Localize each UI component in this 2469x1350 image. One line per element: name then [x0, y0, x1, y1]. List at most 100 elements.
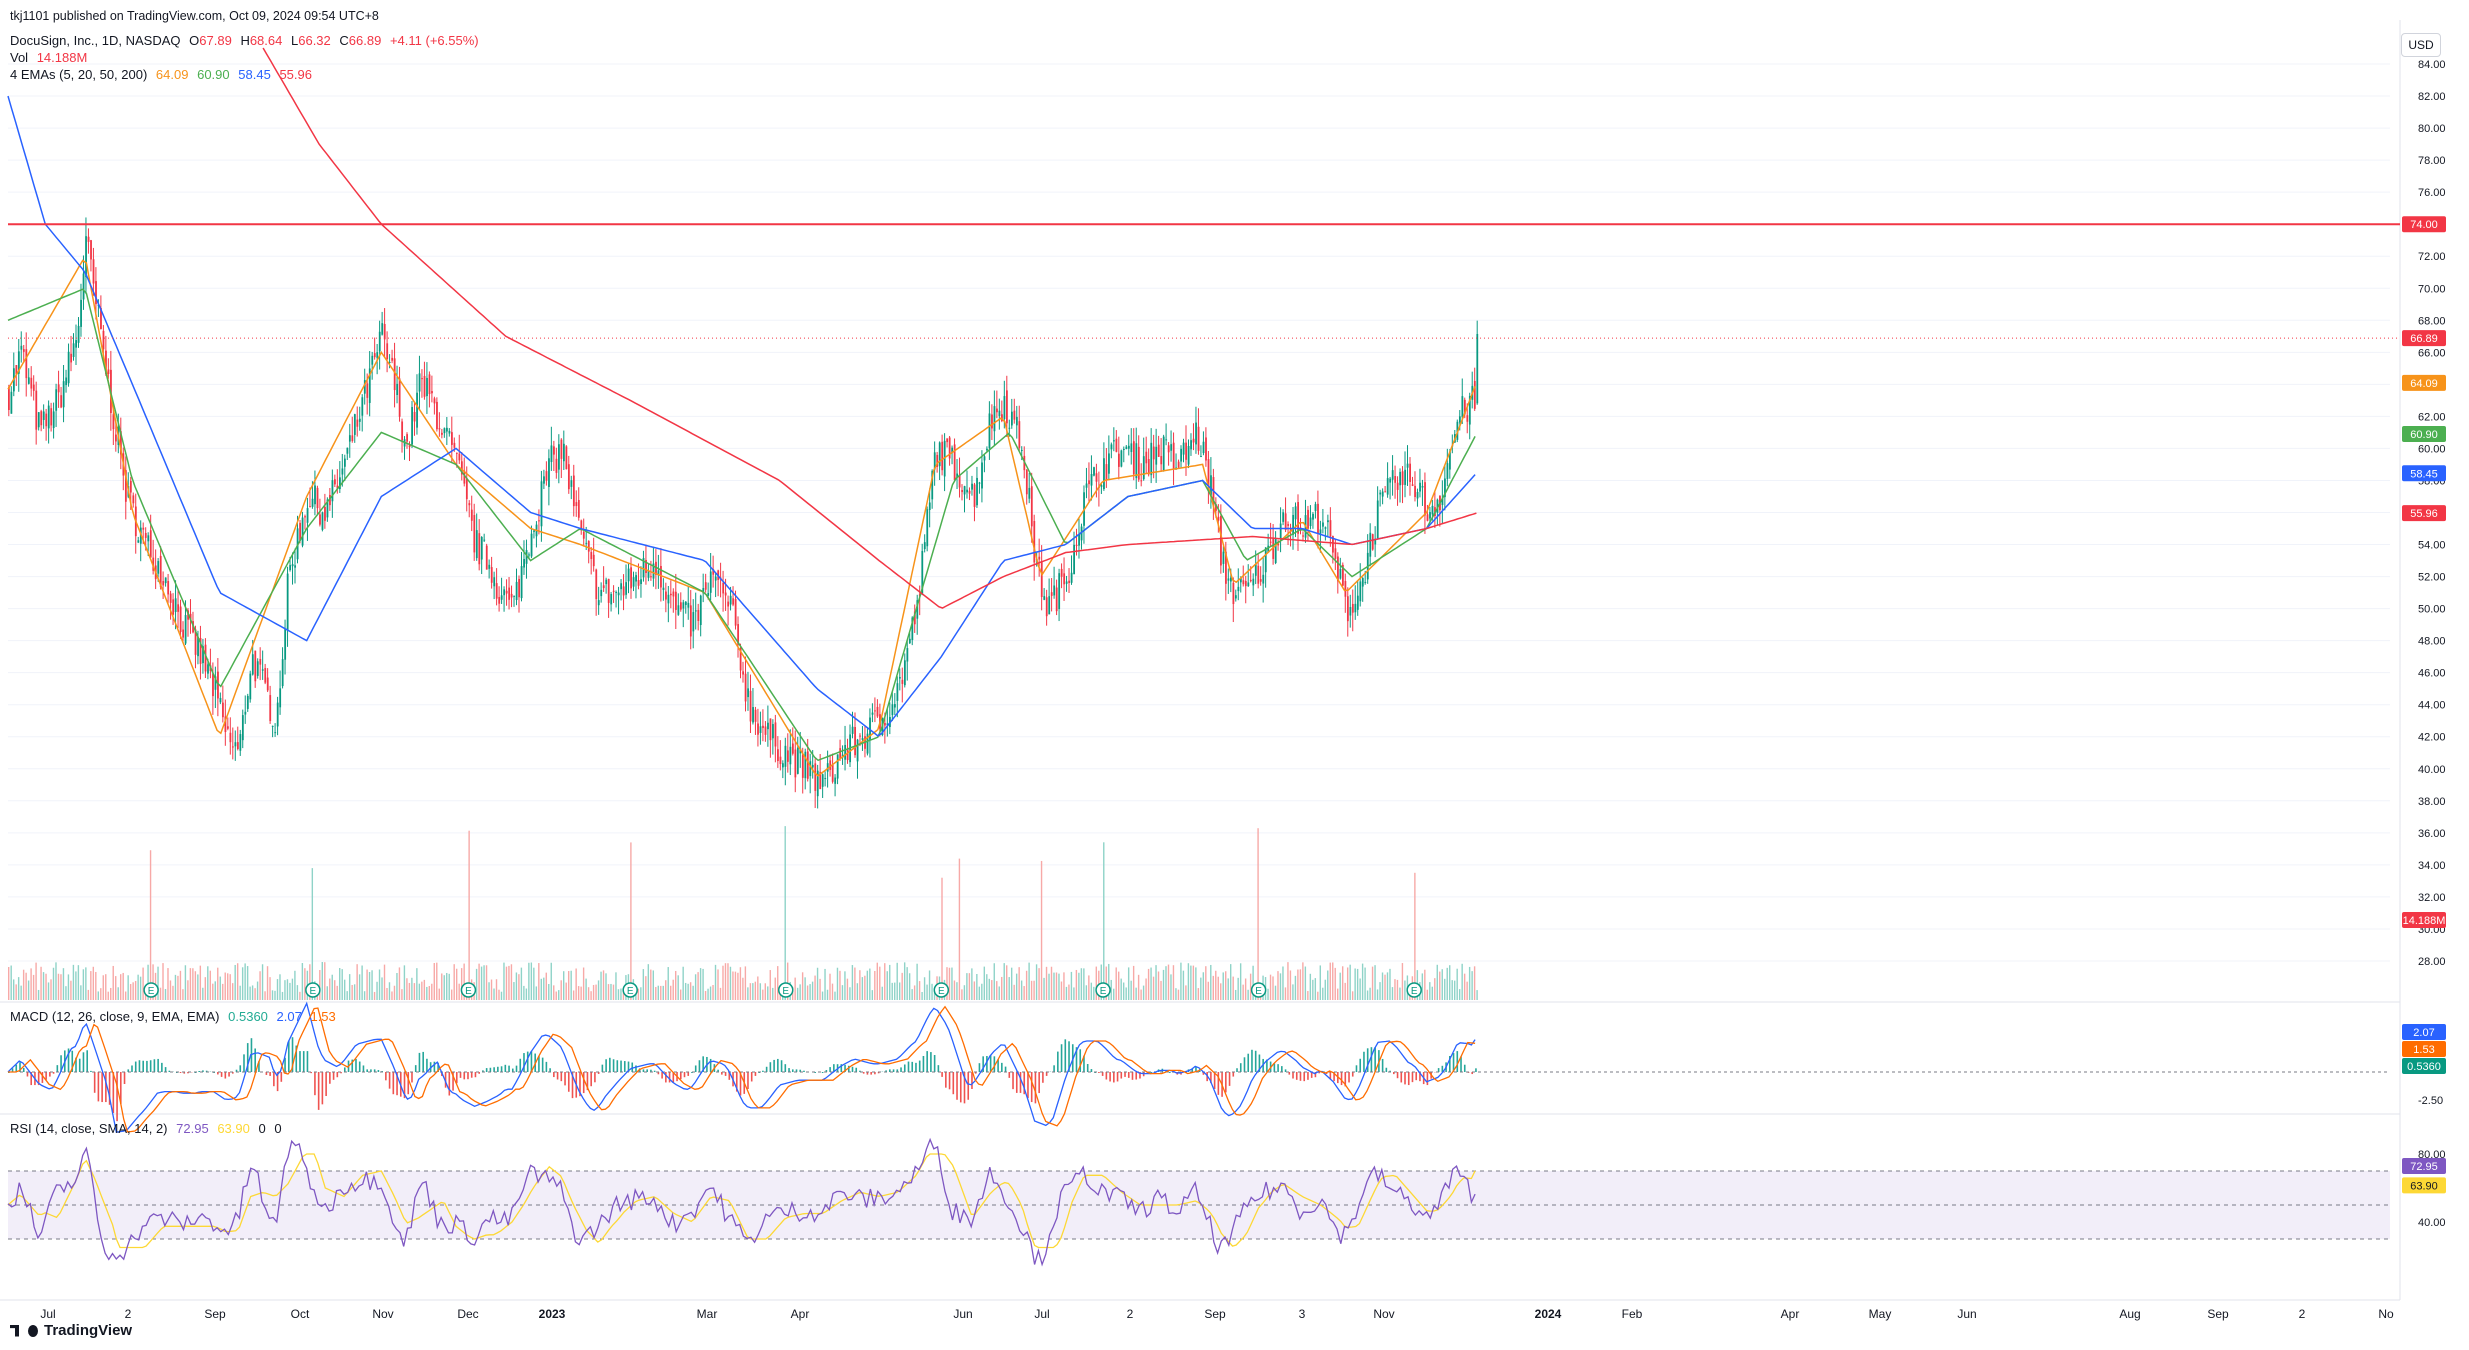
volume-bar	[1175, 988, 1177, 1000]
volume-bar	[339, 968, 341, 1000]
candle	[1267, 545, 1270, 553]
price-tick-label: 80.00	[2418, 123, 2446, 135]
macd-histogram-bar	[500, 1066, 503, 1072]
volume-bar	[829, 973, 831, 1000]
symbol-name[interactable]: DocuSign, Inc., 1D, NASDAQ	[10, 33, 181, 48]
candle	[1162, 436, 1165, 471]
candle	[694, 610, 697, 612]
price-label-tag: 55.96	[2402, 505, 2446, 522]
volume-bar	[558, 990, 560, 1000]
volume-bar	[1364, 967, 1366, 1000]
macd-histogram-bar	[1475, 1068, 1477, 1072]
candle	[988, 413, 991, 449]
ema-label[interactable]: 4 EMAs (5, 20, 50, 200)	[10, 67, 148, 82]
candle	[1254, 564, 1257, 576]
candle	[1252, 578, 1255, 586]
macd-histogram-bar	[1344, 1072, 1347, 1087]
volume-bar	[1165, 966, 1167, 1000]
currency-button[interactable]: USD	[2401, 33, 2441, 57]
volume-bar	[1182, 970, 1185, 1000]
macd-histogram-bar	[1381, 1058, 1384, 1072]
macd-histogram-bar	[422, 1051, 424, 1072]
volume-bar	[1344, 982, 1346, 1000]
earnings-marker: E	[778, 982, 794, 998]
volume-bar	[513, 982, 515, 1000]
earnings-circle	[1095, 982, 1111, 998]
candle	[1269, 541, 1272, 543]
macd-histogram-bar	[609, 1057, 611, 1072]
candle	[816, 770, 819, 797]
volume-bar	[819, 978, 821, 1000]
candle	[1476, 334, 1479, 404]
candle	[251, 654, 254, 675]
volume-bar	[1108, 963, 1110, 1000]
macd-histogram-bar	[1053, 1065, 1055, 1072]
candle	[682, 602, 685, 609]
candle	[1249, 579, 1252, 582]
volume-bar	[1010, 967, 1013, 1000]
volume-bar	[961, 989, 963, 1000]
macd-label[interactable]: MACD (12, 26, close, 9, EMA, EMA)	[10, 1009, 220, 1024]
rsi-label[interactable]: RSI (14, close, SMA, 14, 2)	[10, 1121, 168, 1136]
candle	[1381, 491, 1384, 497]
volume-bar	[115, 976, 117, 1000]
candle	[550, 445, 553, 463]
candle	[1127, 445, 1130, 449]
macd-histogram-bar	[149, 1060, 152, 1072]
candle	[1359, 581, 1362, 602]
volume-label[interactable]: Vol	[10, 50, 29, 65]
candle	[358, 418, 361, 422]
volume-bar	[575, 968, 577, 1000]
volume-bar	[1317, 991, 1319, 1000]
candle	[57, 384, 60, 393]
macd-histogram-bar	[971, 1072, 973, 1089]
volume-bar	[231, 983, 234, 1000]
macd-histogram-bar	[1057, 1051, 1059, 1072]
macd-histogram-bar	[1015, 1072, 1018, 1093]
macd-histogram-bar	[642, 1069, 645, 1072]
earnings-marker: E	[460, 982, 477, 998]
candle	[752, 707, 754, 723]
candle	[1379, 492, 1382, 495]
candle	[1093, 467, 1095, 476]
candle	[391, 357, 394, 361]
volume-bar	[794, 977, 796, 1000]
volume-bar	[90, 971, 92, 1000]
candle	[1468, 396, 1471, 425]
candle	[1292, 514, 1295, 535]
candle	[610, 594, 613, 605]
candle	[1351, 603, 1354, 613]
volume-bar	[563, 971, 565, 1000]
candle	[859, 735, 861, 737]
volume-bar	[1334, 967, 1336, 1000]
volume-bar	[1309, 973, 1312, 1000]
candle	[339, 477, 341, 490]
volume-bar	[946, 967, 948, 1000]
candle	[981, 462, 983, 489]
macd-histogram-bar	[497, 1066, 499, 1072]
volume-bar	[948, 967, 951, 1000]
volume-bar	[1267, 988, 1269, 1000]
macd-histogram-bar	[1396, 1072, 1399, 1079]
volume-bar	[1337, 988, 1339, 1000]
candle	[441, 432, 443, 435]
candle	[921, 550, 924, 594]
candle	[224, 716, 227, 733]
macd-histogram-bar	[1012, 1072, 1014, 1090]
candle	[1230, 577, 1232, 582]
macd-histogram-bar	[1038, 1072, 1040, 1094]
volume-bar	[334, 980, 336, 1000]
volume-bar	[1162, 969, 1165, 1000]
candle	[411, 407, 413, 445]
volume-bar	[734, 971, 737, 1000]
brand-name: TradingView	[44, 1322, 133, 1339]
candle	[363, 380, 366, 394]
macd-histogram-bar	[702, 1056, 704, 1072]
volume-bar	[799, 984, 801, 1000]
price-tick-label: 72.00	[2418, 251, 2446, 263]
macd-histogram-bar	[1333, 1072, 1335, 1082]
candle	[704, 582, 707, 590]
volume-bar	[1050, 966, 1053, 1000]
candle	[488, 564, 491, 569]
